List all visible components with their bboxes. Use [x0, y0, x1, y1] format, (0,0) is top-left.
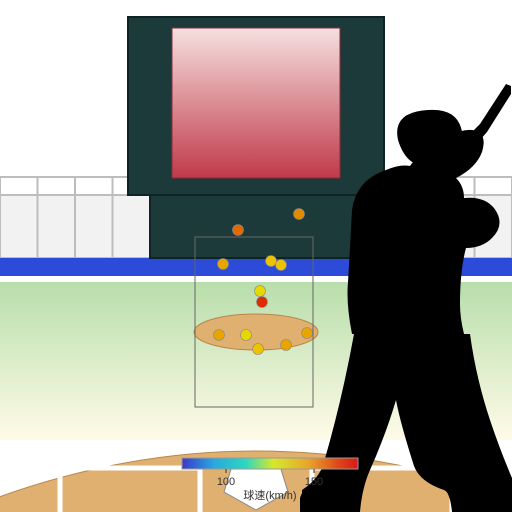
pitch-marker — [255, 286, 266, 297]
pitch-marker — [281, 340, 292, 351]
pitch-marker — [294, 209, 305, 220]
scoreboard-screen — [172, 28, 340, 178]
pitch-marker — [233, 225, 244, 236]
pitch-marker — [214, 330, 225, 341]
pitch-marker — [241, 330, 252, 341]
colorbar-label: 球速(km/h) — [243, 488, 296, 502]
colorbar — [182, 458, 358, 469]
pitch-marker — [302, 328, 313, 339]
scoreboard — [128, 17, 384, 258]
colorbar-tick-label: 100 — [217, 476, 235, 488]
pitch-location-chart: 100 150 球速(km/h) — [0, 0, 512, 512]
pitch-marker — [266, 256, 277, 267]
pitch-marker — [218, 259, 229, 270]
colorbar-tick-label: 150 — [305, 476, 323, 488]
pitch-marker — [276, 260, 287, 271]
pitch-marker — [257, 297, 268, 308]
pitch-marker — [253, 344, 264, 355]
